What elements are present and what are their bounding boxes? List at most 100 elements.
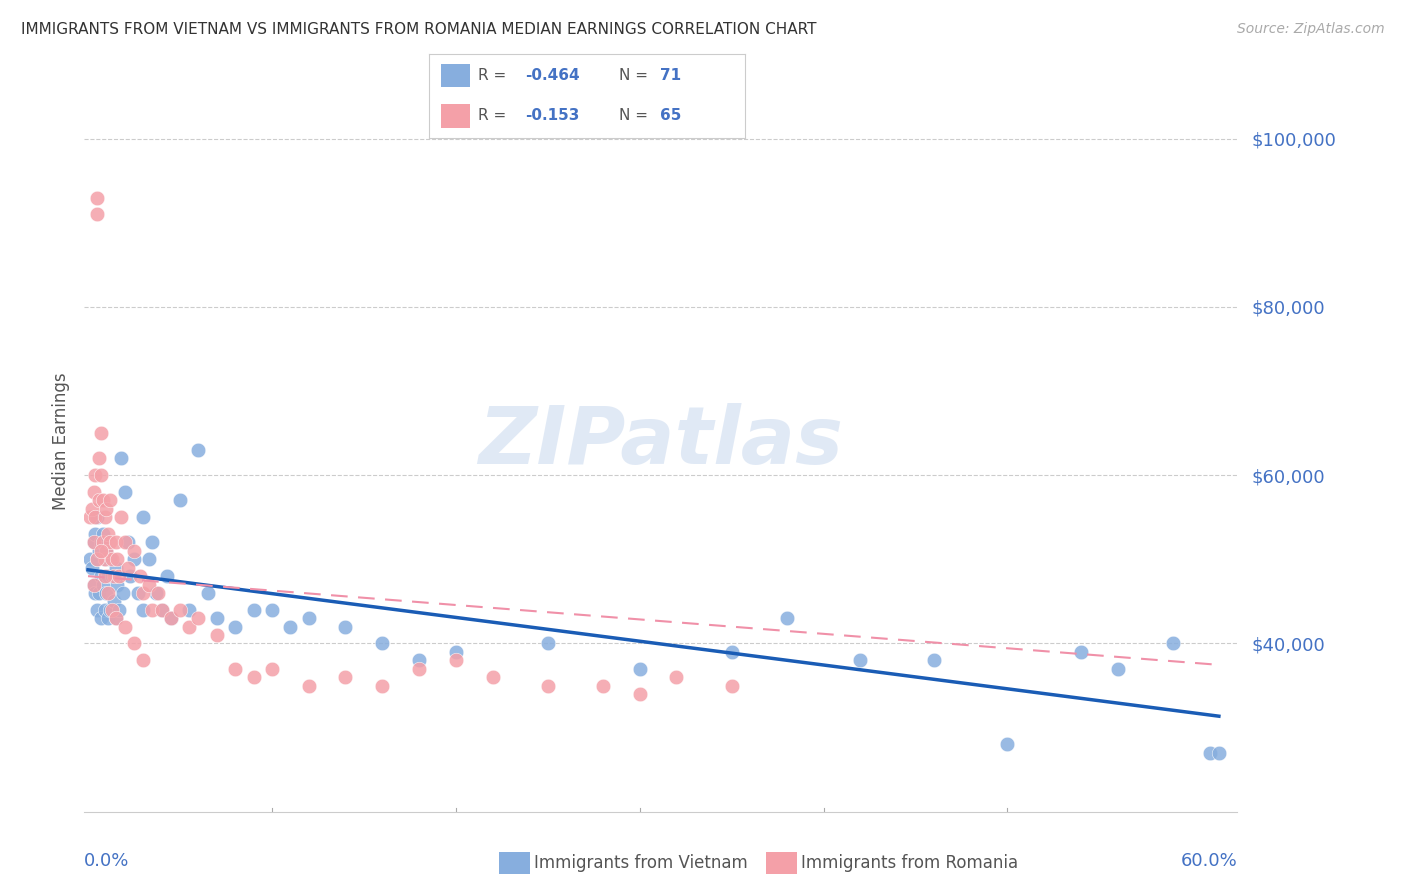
Point: [537, 636, 560, 650]
Point: [93, 552, 115, 566]
Point: [93, 603, 115, 617]
Point: [205, 611, 228, 625]
Point: [628, 687, 651, 701]
Point: [87, 493, 110, 508]
Point: [111, 586, 134, 600]
Point: [122, 552, 145, 566]
Point: [108, 603, 131, 617]
Point: [101, 603, 124, 617]
Point: [335, 620, 357, 634]
Text: IMMIGRANTS FROM VIETNAM VS IMMIGRANTS FROM ROMANIA MEDIAN EARNINGS CORRELATION C: IMMIGRANTS FROM VIETNAM VS IMMIGRANTS FR…: [21, 22, 817, 37]
Point: [86, 510, 108, 524]
Point: [665, 670, 688, 684]
Point: [98, 493, 121, 508]
Text: -0.153: -0.153: [526, 108, 579, 123]
Point: [150, 603, 173, 617]
Text: N =: N =: [619, 108, 648, 123]
Point: [83, 535, 105, 549]
Point: [103, 594, 125, 608]
Point: [179, 620, 201, 634]
Point: [98, 535, 121, 549]
Point: [86, 207, 108, 221]
Point: [98, 603, 121, 617]
Text: Immigrants from Romania: Immigrants from Romania: [801, 855, 1018, 872]
Point: [84, 527, 107, 541]
Text: -0.464: -0.464: [526, 68, 579, 83]
Point: [298, 679, 321, 693]
Point: [90, 544, 112, 558]
Point: [91, 535, 114, 549]
Point: [132, 510, 155, 524]
Point: [187, 611, 209, 625]
Point: [922, 653, 945, 667]
Point: [335, 670, 357, 684]
Point: [90, 535, 112, 549]
Point: [260, 603, 283, 617]
Point: [96, 544, 118, 558]
Point: [93, 510, 115, 524]
Point: [849, 653, 872, 667]
Point: [132, 653, 155, 667]
Point: [97, 527, 120, 541]
Point: [107, 552, 129, 566]
Point: [101, 569, 124, 583]
Point: [197, 586, 219, 600]
Point: [138, 552, 160, 566]
Text: R =: R =: [478, 68, 506, 83]
Point: [87, 544, 110, 558]
Point: [87, 586, 110, 600]
Point: [159, 611, 181, 625]
Point: [91, 577, 114, 591]
Point: [224, 662, 246, 676]
Text: 0.0%: 0.0%: [84, 853, 129, 871]
Point: [776, 611, 799, 625]
Text: 71: 71: [659, 68, 681, 83]
Point: [169, 603, 191, 617]
Point: [104, 611, 127, 625]
Point: [138, 577, 160, 591]
Point: [298, 611, 321, 625]
Point: [98, 552, 121, 566]
Point: [145, 586, 167, 600]
Point: [114, 620, 136, 634]
Point: [97, 611, 120, 625]
Point: [86, 552, 108, 566]
Point: [80, 560, 103, 574]
Text: R =: R =: [478, 108, 506, 123]
Point: [132, 586, 155, 600]
Point: [169, 493, 191, 508]
FancyBboxPatch shape: [441, 104, 470, 128]
Point: [1198, 746, 1220, 760]
Point: [146, 586, 169, 600]
Point: [107, 577, 129, 591]
Text: N =: N =: [619, 68, 648, 83]
Point: [84, 468, 107, 483]
Text: 65: 65: [659, 108, 681, 123]
Point: [93, 569, 115, 583]
Point: [79, 510, 101, 524]
Point: [104, 535, 127, 549]
Point: [628, 662, 651, 676]
Point: [114, 485, 136, 500]
Point: [444, 653, 467, 667]
Point: [720, 645, 742, 659]
Point: [127, 586, 149, 600]
Point: [108, 569, 131, 583]
Point: [83, 577, 105, 591]
Point: [83, 535, 105, 549]
Point: [114, 535, 136, 549]
Point: [159, 611, 181, 625]
Point: [187, 442, 209, 457]
Point: [592, 679, 614, 693]
Point: [408, 653, 430, 667]
Point: [997, 738, 1019, 752]
Point: [97, 586, 120, 600]
Point: [408, 662, 430, 676]
Point: [91, 493, 114, 508]
Point: [97, 569, 120, 583]
Point: [104, 560, 127, 574]
Point: [96, 586, 118, 600]
Point: [179, 603, 201, 617]
Point: [141, 535, 163, 549]
Point: [242, 670, 264, 684]
